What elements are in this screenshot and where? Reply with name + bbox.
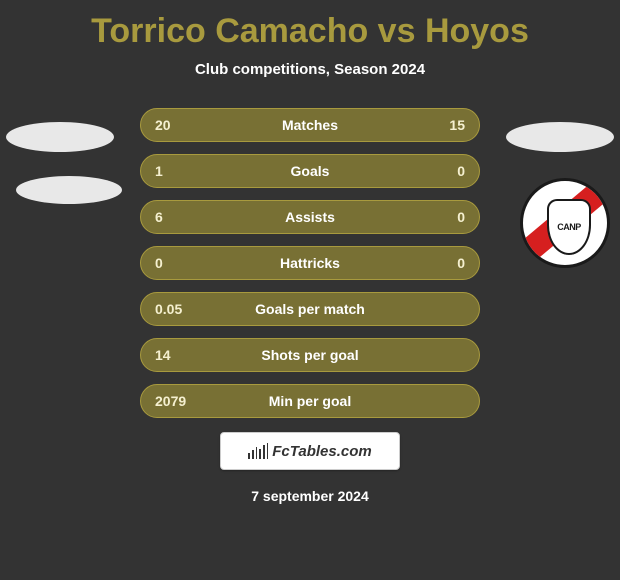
stat-label: Goals per match: [195, 301, 425, 317]
page-title: Torrico Camacho vs Hoyos: [0, 0, 620, 51]
stat-left-value: 20: [155, 117, 195, 133]
stat-row-matches: 20 Matches 15: [140, 108, 480, 142]
stat-right-value: 15: [425, 117, 465, 133]
footer-date: 7 september 2024: [0, 488, 620, 504]
stat-label: Assists: [195, 209, 425, 225]
stat-left-value: 0: [155, 255, 195, 271]
stat-left-value: 1: [155, 163, 195, 179]
bars-chart-icon: [248, 443, 268, 459]
stat-row-min-per-goal: 2079 Min per goal: [140, 384, 480, 418]
brand-text: FcTables.com: [272, 443, 371, 460]
stat-left-value: 14: [155, 347, 195, 363]
stat-row-goals-per-match: 0.05 Goals per match: [140, 292, 480, 326]
stat-row-goals: 1 Goals 0: [140, 154, 480, 188]
stat-row-hattricks: 0 Hattricks 0: [140, 246, 480, 280]
stat-right-value: 0: [425, 255, 465, 271]
stat-label: Shots per goal: [195, 347, 425, 363]
stat-left-value: 6: [155, 209, 195, 225]
infographic-container: Torrico Camacho vs Hoyos Club competitio…: [0, 0, 620, 580]
stat-right-value: 0: [425, 163, 465, 179]
page-subtitle: Club competitions, Season 2024: [0, 61, 620, 78]
stat-label: Hattricks: [195, 255, 425, 271]
stat-row-assists: 6 Assists 0: [140, 200, 480, 234]
stat-label: Min per goal: [195, 393, 425, 409]
stat-label: Goals: [195, 163, 425, 179]
stat-label: Matches: [195, 117, 425, 133]
brand-attribution: FcTables.com: [220, 432, 400, 470]
stat-right-value: 0: [425, 209, 465, 225]
stats-list: 20 Matches 15 1 Goals 0 6 Assists 0 0 Ha…: [0, 108, 620, 418]
stat-left-value: 0.05: [155, 301, 195, 317]
stat-left-value: 2079: [155, 393, 195, 409]
stat-row-shots-per-goal: 14 Shots per goal: [140, 338, 480, 372]
